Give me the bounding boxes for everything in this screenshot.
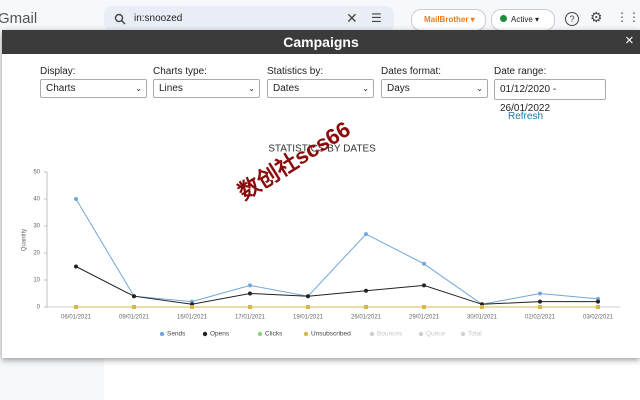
brand: Gmail xyxy=(0,10,38,27)
point xyxy=(364,305,368,309)
legend-label: Bounces xyxy=(377,331,403,338)
point xyxy=(538,305,542,309)
control-value: Days xyxy=(387,83,410,94)
legend-marker xyxy=(418,331,424,337)
legend-marker xyxy=(257,331,263,337)
point xyxy=(248,291,252,296)
legend-marker xyxy=(369,331,375,337)
point xyxy=(132,305,136,309)
control-label: Charts type: xyxy=(153,66,207,77)
date-range-input[interactable]: 01/12/2020 - 26/01/2022 xyxy=(494,79,606,114)
legend-label: Total xyxy=(468,331,482,338)
legend-label: Opens xyxy=(210,331,230,338)
x-tick-label: 30/01/2021 xyxy=(467,315,498,321)
status-button[interactable]: Active ▾ xyxy=(491,9,555,31)
x-tick-label: 19/01/2021 xyxy=(293,315,324,321)
legend-marker xyxy=(159,331,165,337)
point xyxy=(596,299,600,304)
settings-icon[interactable]: ⚙ xyxy=(590,9,603,25)
dropdown-arrow: ⌄ xyxy=(362,84,369,93)
point xyxy=(74,305,78,309)
point xyxy=(422,261,426,266)
dropdown-arrow: ⌄ xyxy=(476,84,483,93)
legend-label: Unsubscribed xyxy=(311,331,351,338)
point xyxy=(364,232,368,237)
control-value: Lines xyxy=(159,83,183,94)
x-tick-label: 03/02/2021 xyxy=(583,315,614,321)
legend-label: Queue xyxy=(426,331,446,338)
clear-icon[interactable]: ✕ xyxy=(346,10,358,26)
point xyxy=(74,197,78,201)
modal-title: Campaigns xyxy=(283,34,359,50)
point xyxy=(248,283,252,288)
x-tick-label: 09/01/2021 xyxy=(119,315,150,321)
point xyxy=(596,305,600,309)
y-tick-label: 50 xyxy=(33,170,40,176)
help-icon[interactable]: ? xyxy=(565,12,579,26)
legend-label: Clicks xyxy=(265,331,283,338)
addon-label: MailBrother xyxy=(424,15,469,24)
y-tick-label: 10 xyxy=(33,278,40,284)
watermark: 数创社scs66 xyxy=(234,116,355,205)
control-value: 01/12/2020 - 26/01/2022 xyxy=(500,84,557,114)
filter-icon[interactable]: ☰ xyxy=(371,11,382,25)
status-dot xyxy=(500,15,507,22)
control-value: Charts xyxy=(46,83,76,94)
y-axis-label: Quantity xyxy=(22,229,28,251)
select[interactable]: Lines ⌄ xyxy=(153,79,260,98)
x-tick-label: 02/02/2021 xyxy=(525,315,556,321)
legend-label: Sends xyxy=(167,331,186,338)
x-tick-label: 29/01/2021 xyxy=(409,315,440,321)
x-tick-label: 26/01/2021 xyxy=(351,315,382,321)
x-tick-label: 06/01/2021 xyxy=(61,315,92,321)
y-tick-label: 30 xyxy=(33,224,40,230)
y-tick-label: 20 xyxy=(33,251,40,257)
dropdown-arrow: ⌄ xyxy=(135,84,142,93)
chart-title: STATISTICS BY DATES xyxy=(268,144,376,155)
series-line xyxy=(75,266,598,305)
search-text: in:snoozed xyxy=(134,13,183,24)
select[interactable]: Days ⌄ xyxy=(381,79,488,98)
point xyxy=(422,305,426,309)
series-line xyxy=(75,198,599,305)
control-label: Statistics by: xyxy=(267,66,324,77)
point xyxy=(132,294,136,299)
y-tick-label: 0 xyxy=(37,305,41,311)
control-label: Dates format: xyxy=(381,66,442,77)
dropdown-arrow: ⌄ xyxy=(248,84,255,93)
point xyxy=(306,294,310,299)
legend-marker xyxy=(303,331,309,337)
x-tick-label: 16/01/2021 xyxy=(177,315,208,321)
point xyxy=(306,305,310,309)
legend-marker xyxy=(460,331,466,337)
control-value: Dates xyxy=(273,83,300,94)
close-button[interactable]: × xyxy=(625,32,634,49)
control-label: Display: xyxy=(40,66,76,77)
select[interactable]: Charts ⌄ xyxy=(40,79,147,98)
point xyxy=(248,305,252,309)
refresh-link[interactable]: Refresh xyxy=(508,111,544,122)
search-icon xyxy=(114,13,126,25)
legend-marker xyxy=(202,331,208,337)
point xyxy=(74,264,78,269)
mail-area xyxy=(104,358,640,400)
modal: Campaigns × Display: Charts ⌄ Charts type: L… xyxy=(2,30,640,358)
status-label: Active xyxy=(511,15,533,24)
search-box[interactable]: in:snoozed ✕ ☰ xyxy=(104,6,394,32)
point xyxy=(538,291,542,296)
apps-icon[interactable]: ⋮⋮ xyxy=(616,10,640,24)
control-label: Date range: xyxy=(494,66,547,77)
point xyxy=(364,288,368,293)
point xyxy=(538,299,542,304)
point xyxy=(480,305,484,309)
x-tick-label: 17/01/2021 xyxy=(235,315,266,321)
y-tick-label: 40 xyxy=(33,197,40,203)
modal-header: Campaigns × xyxy=(2,30,640,54)
point xyxy=(422,283,426,288)
point xyxy=(190,305,194,309)
select[interactable]: Dates ⌄ xyxy=(267,79,374,98)
